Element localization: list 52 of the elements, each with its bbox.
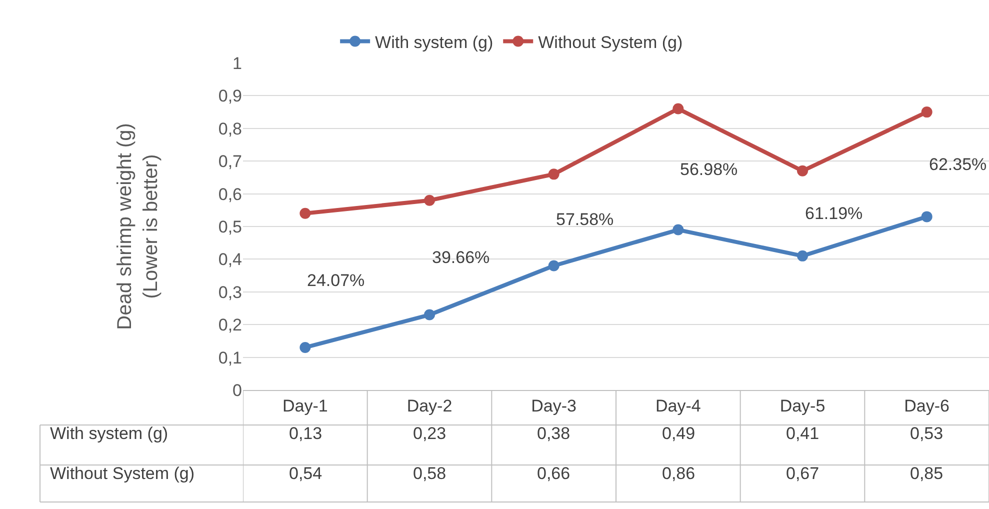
point	[300, 342, 311, 353]
annotation: 62.35%	[929, 155, 987, 174]
annotation: 56.98%	[680, 160, 738, 179]
y-tick-label: 0,6	[218, 184, 242, 204]
annotation: 39.66%	[432, 248, 490, 267]
point	[548, 260, 560, 272]
data-label: 0,58	[413, 464, 446, 483]
data-label: 0,54	[289, 464, 322, 483]
point	[424, 309, 435, 320]
y-tick-label: 0,7	[218, 152, 242, 172]
text: With system (g)	[50, 424, 168, 443]
data-label: 0,38	[537, 424, 570, 443]
data-label: 0,23	[413, 424, 446, 443]
data-label: 0,66	[537, 464, 570, 483]
x-tick-label: Day-5	[780, 396, 826, 416]
point	[672, 103, 684, 114]
data-label: 0,13	[289, 424, 322, 443]
y-tick-label: 0,1	[218, 348, 242, 368]
annotation: 61.19%	[805, 204, 863, 223]
point	[672, 224, 684, 236]
point	[797, 165, 808, 176]
data-label: 0,67	[786, 464, 820, 483]
y-tick-label: 0,2	[218, 316, 242, 335]
y-tick-label: 0,4	[218, 250, 242, 270]
x-tick-label: Day-6	[904, 396, 950, 416]
point	[797, 250, 808, 262]
data-label: 0,53	[910, 424, 944, 443]
point	[921, 211, 932, 222]
legend-label: With system (g)	[375, 32, 494, 52]
x-tick-label: Day-4	[655, 396, 701, 416]
legend-label: Without System (g)	[538, 32, 683, 52]
data-label: 0,49	[662, 424, 696, 443]
point	[921, 106, 932, 118]
x-tick-label: Day-1	[282, 396, 328, 416]
y-tick-label: 1	[232, 54, 242, 73]
data-label: 0,86	[662, 464, 696, 483]
point	[548, 168, 560, 180]
x-tick-label: Day-2	[406, 396, 452, 416]
y-tick-label: 0,9	[218, 86, 242, 106]
y-tick-label: 0	[232, 380, 242, 400]
y-tick-label: 0,8	[218, 119, 242, 138]
point	[424, 194, 435, 206]
y-tick-label: 0,5	[218, 217, 242, 236]
y-tick-label: 0,3	[218, 282, 242, 302]
point	[300, 208, 311, 219]
data-label: 0,85	[910, 464, 944, 483]
data-label: 0,41	[786, 424, 820, 443]
x-tick-label: Day-3	[531, 396, 577, 416]
y-axis-title: Dead shrimp weight (g) (Lower is better)	[114, 123, 162, 330]
text: Without System (g)	[50, 464, 195, 483]
annotation: 24.07%	[307, 271, 365, 290]
annotation: 57.58%	[556, 210, 614, 229]
